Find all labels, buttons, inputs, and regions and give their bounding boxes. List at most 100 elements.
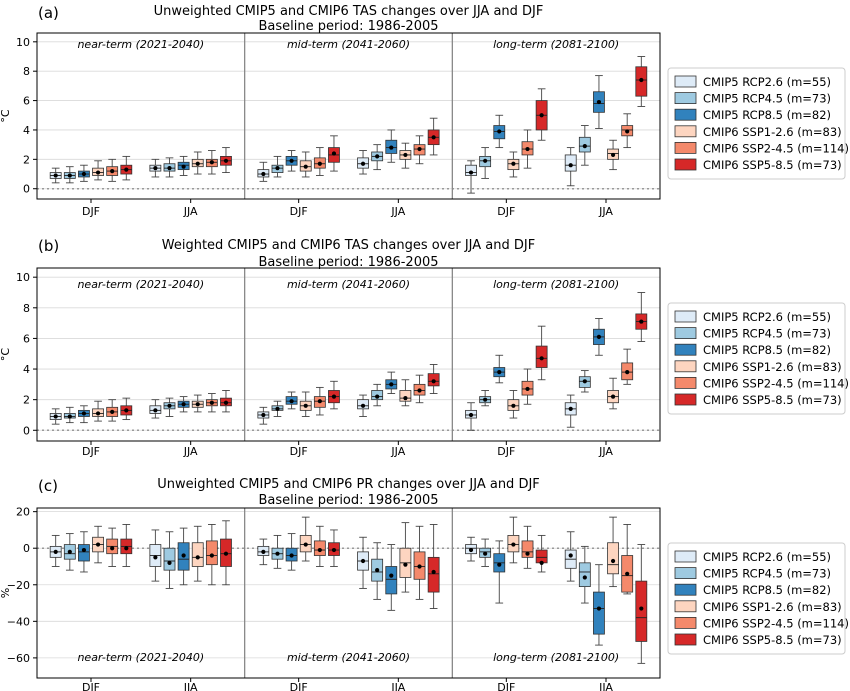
box-mean-dot [596,606,602,611]
x-tick-label: DJF [497,205,515,218]
box-cmip5-rcp2-6 [357,150,369,175]
box-cmip6-ssp2-4-5 [621,348,634,385]
box-cmip5-rcp4-5 [578,545,591,604]
legend-label: CMIP5 RCP2.6 (m=55) [703,310,831,324]
y-tick-label: 2 [23,153,30,166]
box-cmip6-ssp5-8-5 [535,88,548,141]
box-mean-dot [389,573,394,578]
box-mean-dot [261,549,266,554]
box-mean-dot [639,77,644,83]
box-cmip6-ssp2-4-5 [205,524,218,586]
box-mean-dot [167,166,172,171]
box-mean-dot [53,414,58,419]
y-tick-label: 0 [23,183,30,196]
x-tick-label: JJA [390,681,405,691]
box-mean-dot [625,129,630,134]
box-mean-dot [389,382,394,387]
box-cmip6-ssp1-2-6 [607,139,619,171]
box-cmip6-ssp2-4-5 [521,525,534,569]
legend-swatch [674,617,697,629]
x-tick-label: JJA [598,681,613,691]
legend-swatch [674,310,697,323]
box-cmip6-ssp1-2-6 [399,522,412,593]
box-cmip6-ssp2-4-5 [521,368,534,405]
box-cmip5-rcp8-5 [285,533,298,571]
box-mean-dot [497,129,502,134]
box-cmip5-rcp8-5 [593,564,605,646]
box-mean-dot [625,370,630,375]
box-mean-dot [568,406,573,411]
box-cmip5-rcp4-5 [63,406,76,424]
legend-label: CMIP6 SSP2-4.5 (m=114) [703,616,849,630]
box-cmip6-ssp1-2-6 [507,151,520,178]
box-mean-dot [303,164,308,169]
box-cmip5-rcp2-6 [357,536,369,589]
box-cmip6-ssp5-8-5 [120,397,133,421]
box-mean-dot [610,152,616,158]
box-mean-dot [483,551,488,556]
box-mean-dot [53,549,58,554]
box-mean-dot [431,135,436,140]
box-mean-dot [81,171,87,177]
y-tick-label: 8 [23,65,30,78]
legend-swatch [674,567,697,579]
box-mean-dot [468,547,474,553]
box-iqr [593,591,605,635]
panel-label: (b) [38,237,59,255]
legend-swatch [674,633,697,646]
box-mean-dot [375,568,380,573]
x-tick-label: DJF [497,445,515,458]
box-mean-dot [317,547,322,553]
x-tick-label: JJA [598,445,613,458]
y-axis-label: °C [0,348,12,362]
legend-label: CMIP6 SSP2-4.5 (m=114) [703,376,849,390]
plot-frame [36,267,661,442]
box-cmip6-ssp2-4-5 [521,129,534,169]
legend-swatch [674,108,697,121]
box-cmip5-rcp4-5 [63,166,76,184]
legend-swatch [674,75,697,88]
y-tick-label: 10 [16,271,30,284]
x-tick-label: JJA [598,205,613,218]
box-mean-dot [331,151,337,156]
x-tick-label: JJA [183,205,198,218]
box-mean-dot [275,166,280,171]
box-cmip5-rcp4-5 [578,370,591,393]
box-mean-dot [317,161,322,166]
box-mean-dot [539,560,544,565]
box-cmip6-ssp2-4-5 [413,135,426,165]
x-tick-label: JJA [183,445,198,458]
legend-swatch [674,360,697,373]
legend-swatch [674,550,697,563]
box-cmip6-ssp1-2-6 [507,390,520,419]
legend-swatch [674,327,697,340]
y-tick-label: 8 [23,302,30,315]
box-cmip5-rcp2-6 [257,161,270,182]
panel-2: (c) Unweighted CMIP5 and CMIP6 PR changes… [0,477,849,691]
box-cmip6-ssp2-4-5 [106,527,119,567]
box-cmip6-ssp1-2-6 [399,142,412,169]
box-cmip5-rcp2-6 [149,399,162,419]
box-cmip5-rcp2-6 [149,529,162,582]
box-mean-dot [67,549,72,554]
box-cmip5-rcp4-5 [371,144,384,171]
x-tick-label: JJA [183,681,198,691]
box-mean-dot [582,575,587,580]
box-cmip5-rcp4-5 [479,538,492,567]
box-cmip6-ssp2-4-5 [413,525,426,600]
y-tick-label: 6 [23,332,30,345]
box-cmip6-ssp1-2-6 [299,516,312,562]
box-cmip5-rcp2-6 [257,406,270,425]
legend-label: CMIP6 SSP5-8.5 (m=73) [703,633,842,647]
x-tick-label: DJF [290,445,308,458]
box-cmip6-ssp5-8-5 [220,520,232,586]
box-mean-dot [497,370,502,375]
box-mean-dot [167,403,172,408]
box-cmip6-ssp5-8-5 [220,147,232,174]
box-mean-dot [95,170,101,175]
legend-swatch [674,125,697,138]
box-cmip6-ssp1-2-6 [507,516,520,564]
x-tick-label: DJF [82,681,100,691]
box-mean-dot [525,146,530,152]
box-cmip6-ssp2-4-5 [413,374,426,404]
